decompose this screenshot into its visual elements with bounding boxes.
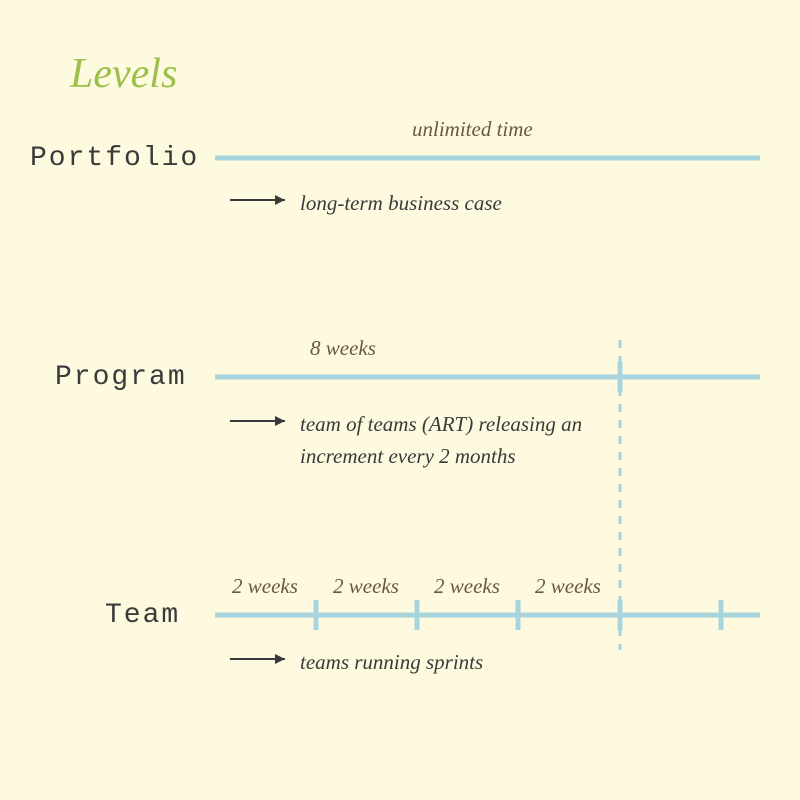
sprint-label-2-2: 2 weeks (434, 574, 500, 599)
level-label-program: Program (55, 362, 187, 393)
duration-label-0: unlimited time (412, 117, 533, 142)
level-label-team: Team (105, 600, 180, 631)
sprint-label-2-0: 2 weeks (232, 574, 298, 599)
sprint-label-2-1: 2 weeks (333, 574, 399, 599)
title: Levels (70, 50, 177, 98)
diagram-canvas (0, 0, 800, 800)
description-2: teams running sprints (300, 647, 483, 679)
level-label-portfolio: Portfolio (30, 143, 199, 174)
description-1: team of teams (ART) releasing an increme… (300, 409, 650, 472)
sprint-label-2-3: 2 weeks (535, 574, 601, 599)
description-0: long-term business case (300, 188, 502, 220)
duration-label-1: 8 weeks (310, 336, 376, 361)
